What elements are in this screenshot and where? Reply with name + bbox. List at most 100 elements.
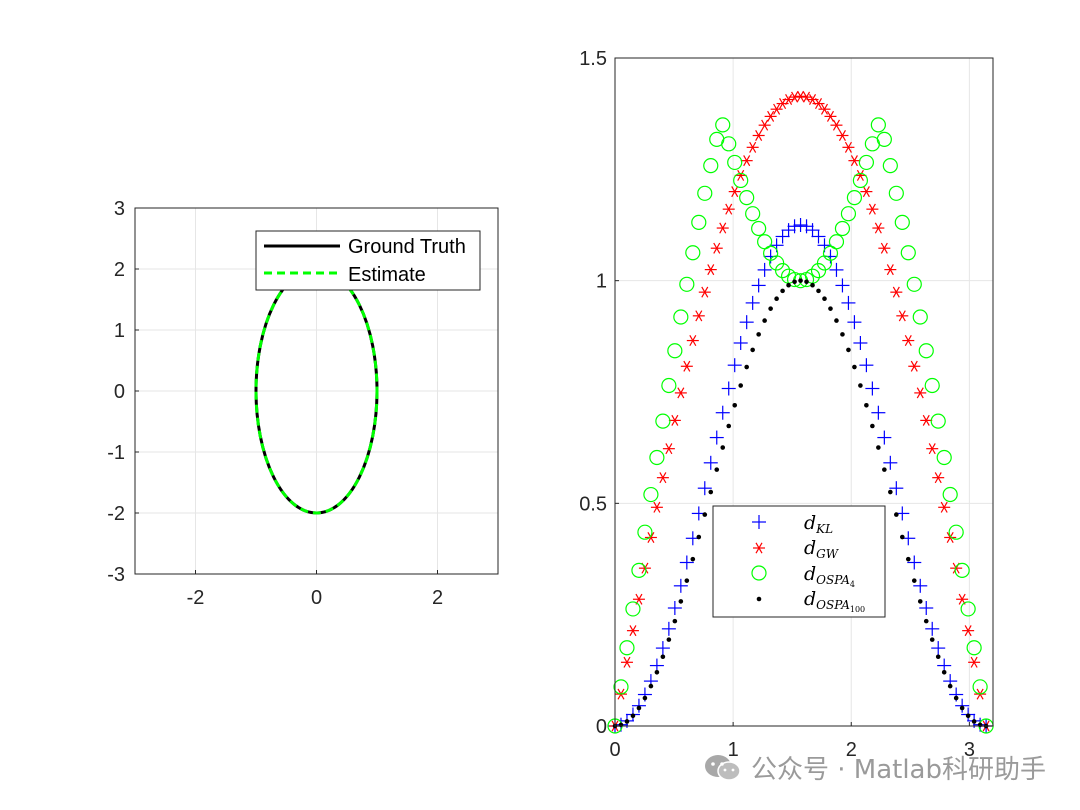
point-plus: [793, 218, 808, 232]
point-asterisk: [662, 443, 675, 455]
point-circle: [918, 343, 934, 359]
point-circle: [661, 377, 677, 394]
point-circle: [643, 486, 659, 503]
point-circle: [840, 206, 857, 222]
point-asterisk: [824, 110, 837, 122]
point-circle: [691, 214, 707, 230]
point-asterisk: [710, 242, 723, 254]
point-dot: [858, 383, 863, 388]
legend-marker-dot: [756, 596, 762, 602]
point-circle: [936, 449, 952, 466]
point-dot: [714, 467, 720, 472]
left-y-tick-label: 2: [114, 259, 125, 281]
point-plus: [853, 335, 868, 350]
point-dot: [971, 719, 977, 724]
point-circle: [745, 206, 761, 222]
estimate-legend-label: Estimate: [348, 264, 426, 286]
point-plus: [925, 621, 940, 636]
point-dot: [894, 512, 899, 517]
point-dot: [923, 618, 929, 624]
point-circle: [631, 562, 647, 578]
left-y-tick-label: -3: [107, 564, 125, 586]
left-x-tick-label: 2: [432, 587, 443, 609]
left-x-tick-label: -2: [187, 587, 205, 609]
point-plus: [697, 481, 712, 496]
point-dot: [870, 423, 875, 429]
point-circle: [739, 190, 755, 206]
point-dot: [935, 654, 941, 660]
point-dot: [911, 578, 917, 583]
right-legend-markers: [751, 515, 767, 602]
point-asterisk: [968, 656, 981, 668]
point-dot: [786, 282, 791, 288]
point-asterisk: [884, 264, 897, 276]
right-x-tick-label: 2: [846, 739, 857, 761]
point-circle: [727, 154, 743, 171]
point-dot: [882, 467, 887, 472]
point-circle: [966, 640, 982, 656]
ground-truth-legend-label: Ground Truth: [348, 236, 466, 258]
point-plus: [829, 262, 844, 277]
point-asterisk: [944, 531, 957, 543]
right-x-tick-label: 1: [728, 739, 739, 761]
point-dot: [768, 306, 773, 311]
point-plus: [655, 641, 670, 656]
point-asterisk: [626, 625, 639, 637]
point-circle: [870, 117, 886, 133]
point-dot: [762, 318, 767, 323]
point-plus: [709, 430, 724, 445]
point-dot: [840, 332, 845, 337]
point-asterisk: [758, 119, 771, 131]
point-circle: [733, 172, 749, 189]
point-asterisk: [770, 103, 783, 115]
point-circle: [930, 413, 946, 429]
point-dot: [965, 713, 971, 719]
point-dot: [630, 713, 636, 719]
point-circle: [882, 158, 898, 174]
point-dot: [900, 534, 905, 540]
point-plus: [661, 621, 676, 636]
point-circle: [888, 185, 904, 201]
point-dot: [744, 364, 749, 370]
point-dot: [696, 534, 702, 540]
point-plus: [787, 219, 802, 234]
right-axes: 0 1 2 3 1.5 1 0.5 0 dKL dGW dOSPA4 dOSPA100: [579, 48, 994, 761]
point-dot: [660, 654, 666, 660]
point-circle: [906, 276, 922, 292]
point-plus: [865, 381, 880, 396]
point-circle: [900, 245, 916, 261]
legend-dospa4-label: dOSPA4: [804, 563, 855, 589]
left-y-tick-label: 1: [114, 320, 125, 342]
point-asterisk: [740, 155, 753, 167]
point-circle: [715, 117, 731, 133]
legend-marker-circle: [751, 565, 767, 581]
point-dot: [726, 423, 732, 429]
point-plus: [841, 295, 856, 310]
point-plus: [715, 405, 730, 420]
point-dot: [852, 364, 857, 370]
point-plus: [721, 381, 736, 396]
point-dot: [624, 719, 630, 724]
point-circle: [637, 524, 653, 540]
point-asterisk: [896, 310, 909, 322]
point-asterisk: [620, 656, 633, 668]
point-dot: [774, 296, 779, 302]
point-dot: [678, 599, 684, 604]
left-x-tick-label: 0: [311, 587, 322, 609]
point-asterisk: [836, 129, 849, 141]
point-dot: [947, 683, 953, 689]
point-asterisk: [938, 501, 951, 513]
point-dot: [702, 512, 708, 517]
point-asterisk: [686, 335, 699, 347]
point-dot: [864, 402, 869, 408]
right-y-tick-label: 1: [596, 271, 607, 293]
point-circle: [751, 220, 767, 237]
left-y-tick-label: -2: [107, 503, 125, 525]
point-asterisk: [914, 387, 927, 399]
point-asterisk: [788, 91, 801, 103]
point-circle: [619, 640, 635, 656]
point-circle: [912, 309, 928, 325]
point-plus: [799, 219, 814, 234]
legend-marker-asterisk: [753, 542, 765, 554]
